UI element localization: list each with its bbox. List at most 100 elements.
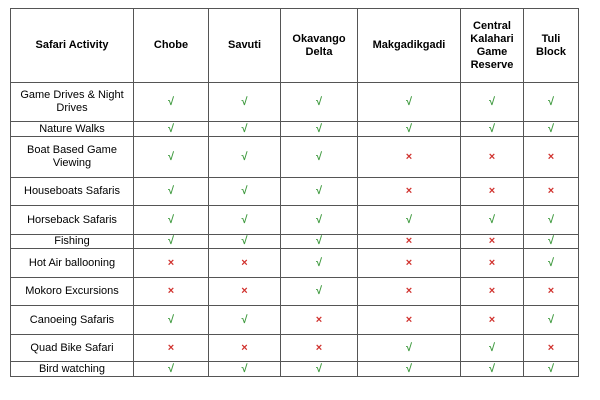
activity-cell: Fishing — [10, 234, 134, 249]
availability-cell: √ — [523, 205, 579, 235]
availability-cell: √ — [357, 82, 461, 122]
availability-cell: √ — [133, 305, 209, 335]
availability-cell: √ — [280, 361, 358, 377]
availability-cell: × — [208, 248, 281, 278]
header-cell: Tuli Block — [523, 8, 579, 83]
availability-cell: √ — [460, 205, 524, 235]
table-row: Hot Air ballooning × × √ × × √ — [10, 248, 579, 278]
availability-cell: × — [460, 234, 524, 249]
availability-cell: √ — [208, 234, 281, 249]
availability-cell: √ — [357, 205, 461, 235]
availability-cell: × — [357, 234, 461, 249]
activity-cell: Game Drives & Night Drives — [10, 82, 134, 122]
availability-cell: √ — [133, 82, 209, 122]
availability-cell: √ — [460, 361, 524, 377]
availability-cell: √ — [133, 361, 209, 377]
safari-table: Safari Activity Chobe Savuti Okavango Delta… — [10, 8, 579, 377]
availability-cell: √ — [208, 121, 281, 137]
availability-cell: √ — [357, 121, 461, 137]
activity-cell: Hot Air ballooning — [10, 248, 134, 278]
availability-cell: × — [280, 305, 358, 335]
table-row: Fishing √ √ √ × × √ — [10, 234, 579, 249]
table-row: Boat Based Game Viewing √ √ √ × × × — [10, 136, 579, 178]
activity-cell: Nature Walks — [10, 121, 134, 137]
availability-cell: √ — [133, 136, 209, 178]
header-cell: Makgadikgadi — [357, 8, 461, 83]
availability-cell: × — [460, 248, 524, 278]
availability-cell: × — [357, 177, 461, 206]
availability-cell: × — [208, 277, 281, 306]
header-cell: Okavango Delta — [280, 8, 358, 83]
availability-cell: × — [460, 177, 524, 206]
availability-cell: √ — [523, 248, 579, 278]
availability-cell: × — [460, 305, 524, 335]
availability-cell: √ — [208, 177, 281, 206]
availability-cell: √ — [208, 205, 281, 235]
availability-cell: × — [460, 277, 524, 306]
availability-cell: √ — [357, 361, 461, 377]
availability-cell: √ — [357, 334, 461, 362]
availability-cell: √ — [460, 121, 524, 137]
header-cell: Central Kalahari Game Reserve — [460, 8, 524, 83]
table-row: Nature Walks √ √ √ √ √ √ — [10, 121, 579, 137]
availability-cell: × — [357, 248, 461, 278]
availability-cell: √ — [523, 361, 579, 377]
header-cell: Savuti — [208, 8, 281, 83]
availability-cell: √ — [523, 121, 579, 137]
activity-cell: Boat Based Game Viewing — [10, 136, 134, 178]
availability-cell: √ — [280, 136, 358, 178]
table-row: Houseboats Safaris √ √ √ × × × — [10, 177, 579, 206]
availability-cell: × — [357, 277, 461, 306]
availability-cell: √ — [280, 82, 358, 122]
availability-cell: √ — [280, 205, 358, 235]
availability-cell: √ — [280, 234, 358, 249]
activity-cell: Bird watching — [10, 361, 134, 377]
availability-cell: √ — [133, 121, 209, 137]
table-row: Mokoro Excursions × × √ × × × — [10, 277, 579, 306]
activity-cell: Horseback Safaris — [10, 205, 134, 235]
availability-cell: × — [133, 277, 209, 306]
availability-cell: √ — [208, 82, 281, 122]
availability-cell: √ — [133, 205, 209, 235]
table-row: Game Drives & Night Drives √ √ √ √ √ √ — [10, 82, 579, 122]
availability-cell: × — [280, 334, 358, 362]
availability-cell: √ — [133, 234, 209, 249]
header-row: Safari Activity Chobe Savuti Okavango Delta… — [10, 8, 579, 83]
activity-cell: Houseboats Safaris — [10, 177, 134, 206]
availability-cell: × — [133, 334, 209, 362]
availability-cell: × — [523, 334, 579, 362]
availability-cell: √ — [208, 136, 281, 178]
availability-cell: × — [357, 305, 461, 335]
table-body: Game Drives & Night Drives √ √ √ √ √ √ Nature W… — [10, 82, 579, 377]
availability-cell: √ — [523, 82, 579, 122]
availability-cell: × — [133, 248, 209, 278]
availability-cell: √ — [523, 305, 579, 335]
availability-cell: √ — [280, 121, 358, 137]
availability-cell: √ — [133, 177, 209, 206]
table-row: Bird watching √ √ √ √ √ √ — [10, 361, 579, 377]
table-row: Horseback Safaris √ √ √ √ √ √ — [10, 205, 579, 235]
availability-cell: × — [523, 277, 579, 306]
availability-cell: × — [460, 136, 524, 178]
header-cell: Chobe — [133, 8, 209, 83]
availability-cell: √ — [460, 334, 524, 362]
availability-cell: √ — [208, 361, 281, 377]
availability-cell: √ — [280, 277, 358, 306]
activity-cell: Canoeing Safaris — [10, 305, 134, 335]
activity-cell: Mokoro Excursions — [10, 277, 134, 306]
availability-cell: √ — [523, 234, 579, 249]
table-row: Quad Bike Safari × × × √ √ × — [10, 334, 579, 362]
header-cell: Safari Activity — [10, 8, 134, 83]
availability-cell: √ — [460, 82, 524, 122]
availability-cell: × — [357, 136, 461, 178]
availability-cell: √ — [208, 305, 281, 335]
availability-cell: × — [208, 334, 281, 362]
table-header: Safari Activity Chobe Savuti Okavango Delta… — [10, 8, 579, 83]
availability-cell: × — [523, 136, 579, 178]
availability-cell: × — [523, 177, 579, 206]
availability-cell: √ — [280, 248, 358, 278]
availability-cell: √ — [280, 177, 358, 206]
activity-cell: Quad Bike Safari — [10, 334, 134, 362]
table-row: Canoeing Safaris √ √ × × × √ — [10, 305, 579, 335]
